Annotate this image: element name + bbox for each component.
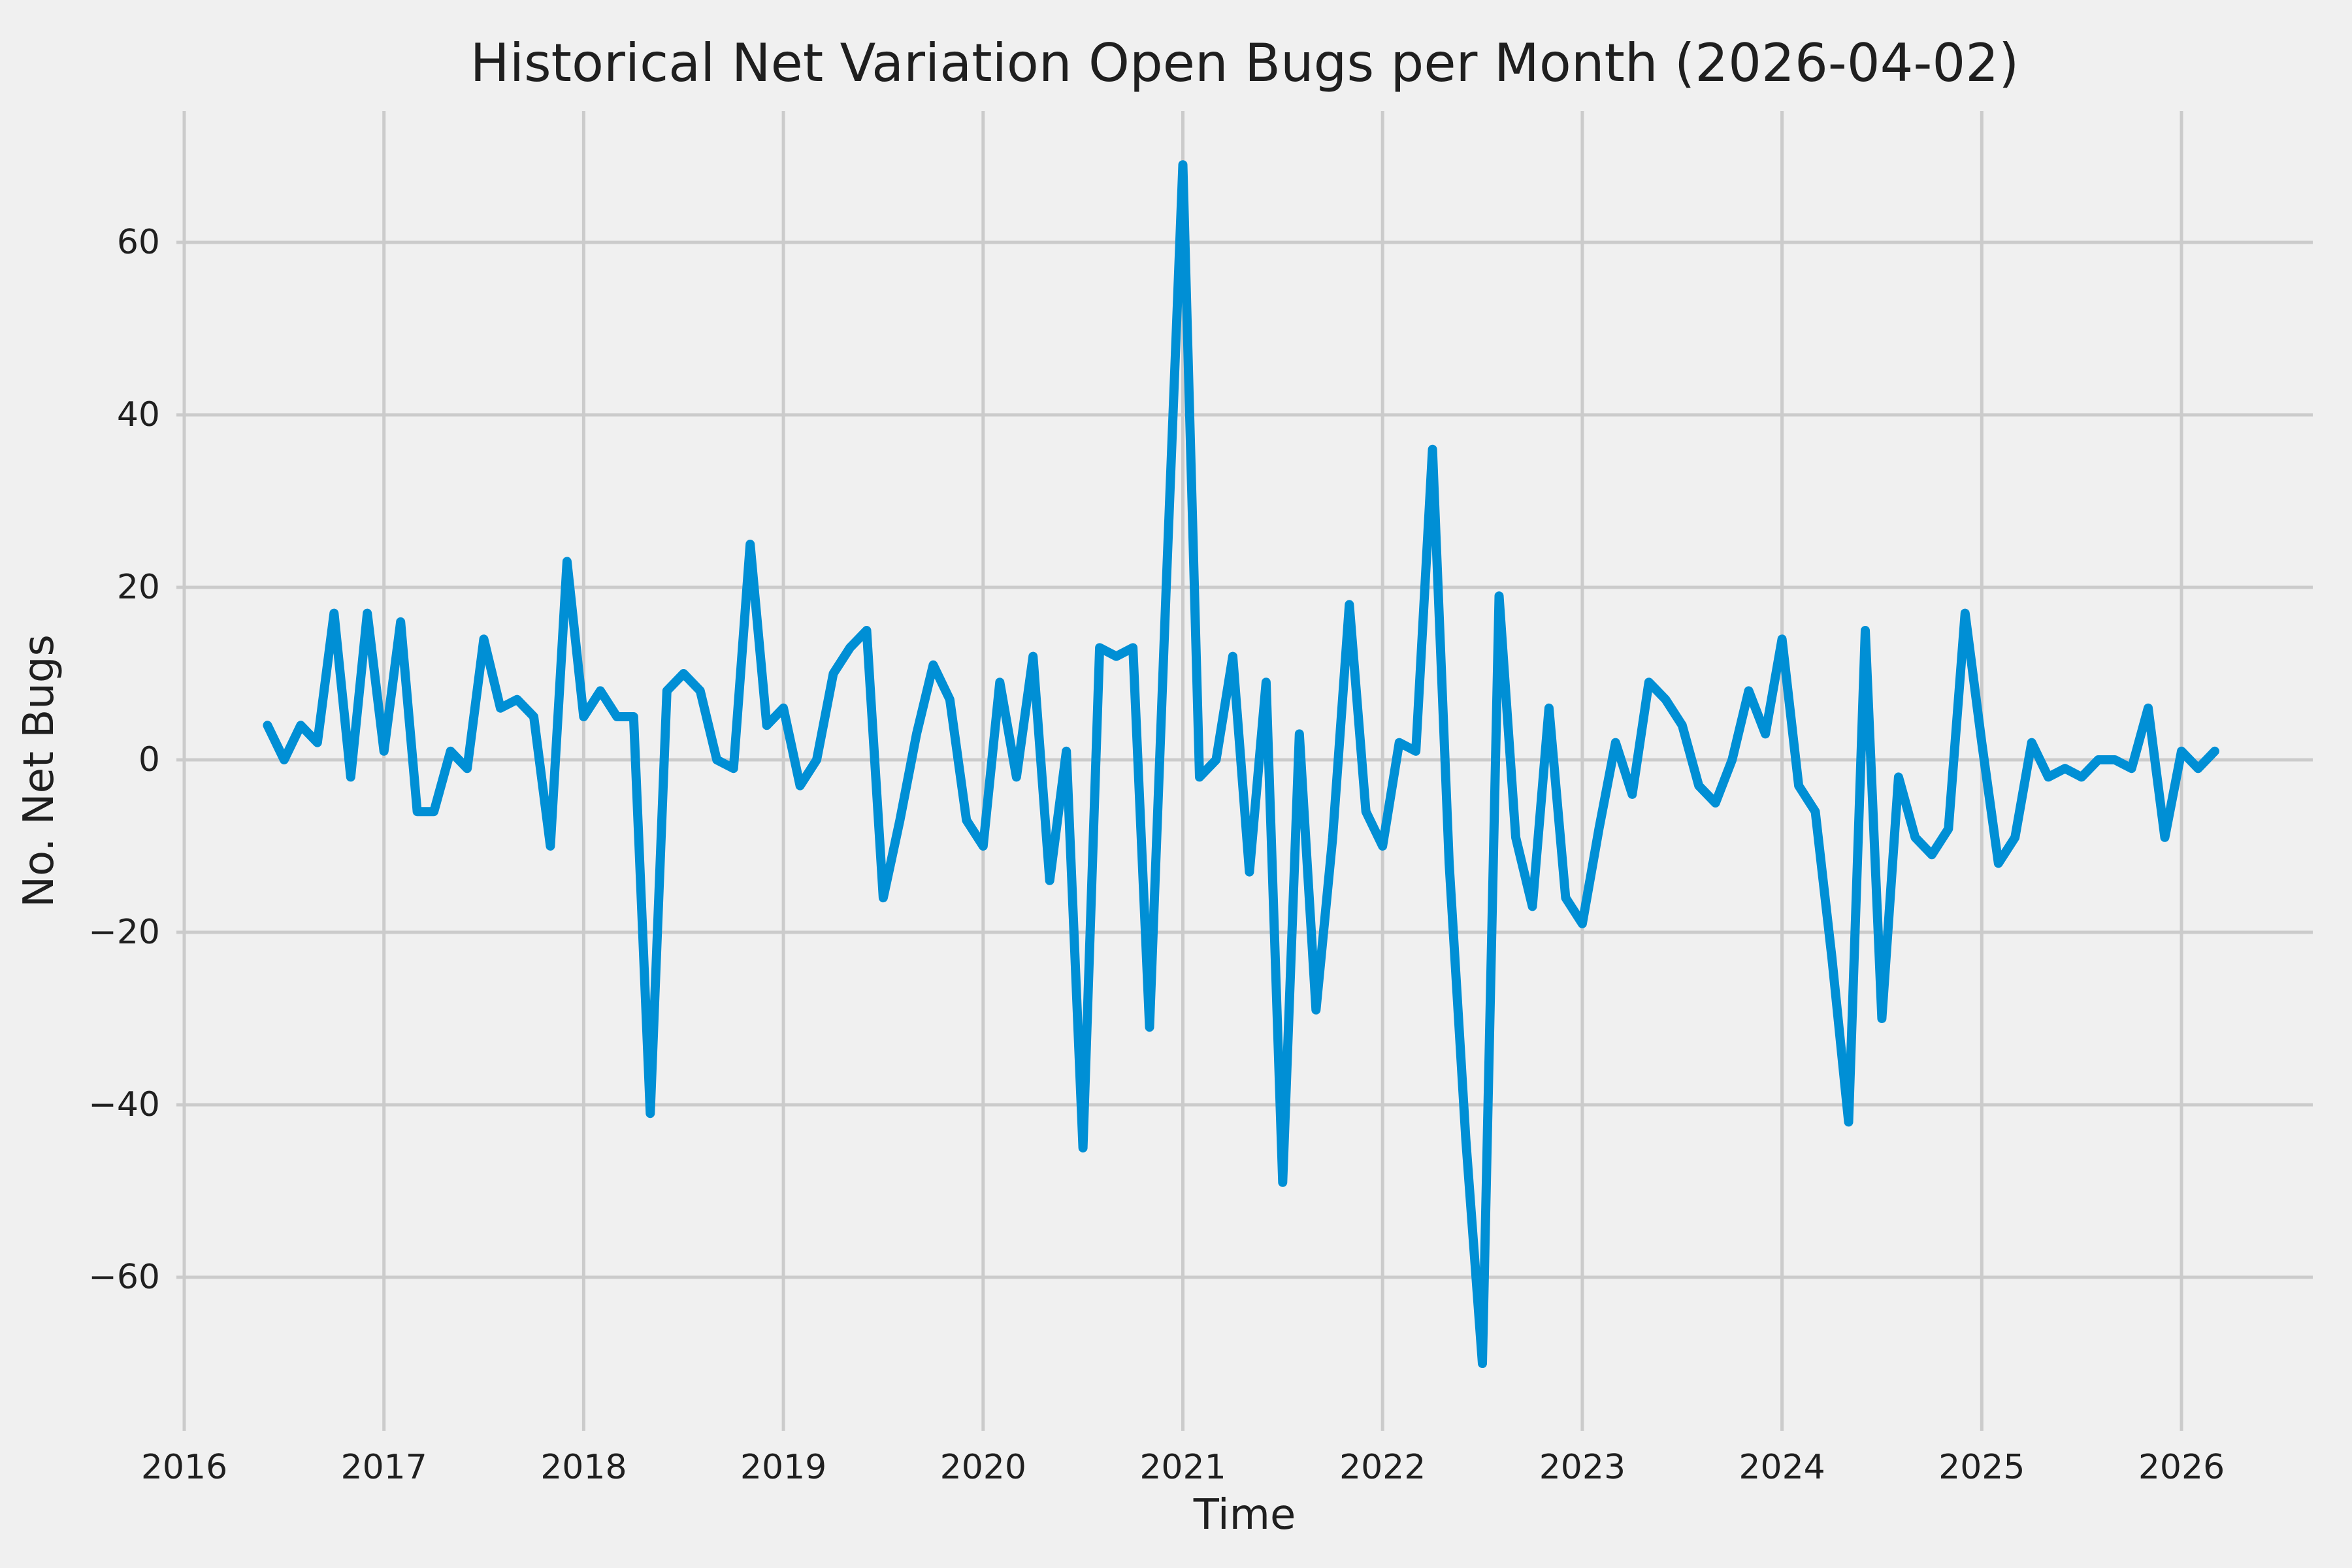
y-tick-label: 20 (116, 568, 160, 607)
y-tick-label: 0 (138, 740, 160, 779)
y-tick-label: −40 (88, 1085, 160, 1124)
chart-title: Historical Net Variation Open Bugs per M… (470, 33, 2019, 93)
x-tick-label: 2019 (740, 1448, 827, 1487)
x-tick-label: 2023 (1539, 1448, 1626, 1487)
y-tick-label: 40 (116, 395, 160, 434)
x-tick-label: 2022 (1339, 1448, 1426, 1487)
y-tick-label: −20 (88, 913, 160, 952)
x-tick-label: 2018 (540, 1448, 627, 1487)
y-tick-label: −60 (88, 1258, 160, 1297)
y-tick-label: 60 (116, 223, 160, 262)
x-tick-label: 2025 (1938, 1448, 2025, 1487)
x-tick-label: 2026 (2138, 1448, 2225, 1487)
x-tick-label: 2021 (1139, 1448, 1226, 1487)
x-tick-label: 2020 (939, 1448, 1026, 1487)
x-tick-label: 2017 (340, 1448, 427, 1487)
x-tick-label: 2024 (1739, 1448, 1825, 1487)
x-tick-label: 2016 (140, 1448, 228, 1487)
x-axis-label: Time (1193, 1491, 1296, 1539)
data-line (263, 160, 2219, 1368)
